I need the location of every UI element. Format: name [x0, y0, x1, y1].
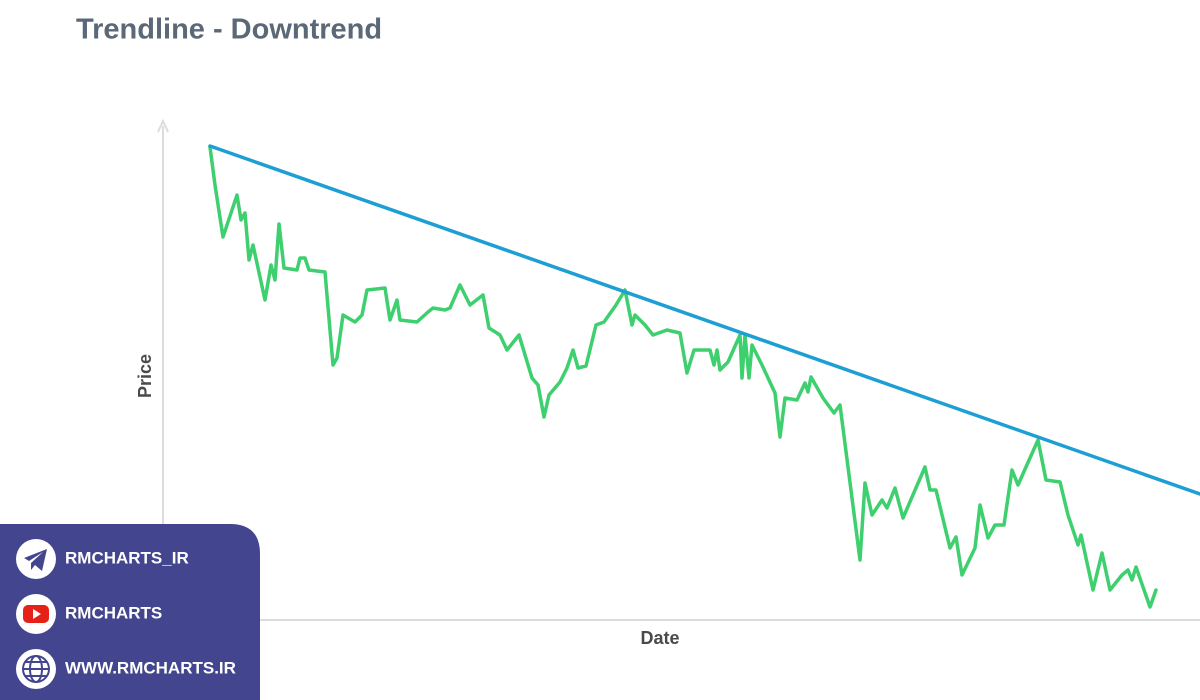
- chart-title: Trendline - Downtrend: [76, 14, 382, 46]
- y-axis-label: Price: [135, 354, 155, 398]
- youtube-play: [33, 609, 41, 619]
- globe-glyph: [22, 655, 50, 683]
- telegram-glyph: [24, 549, 47, 571]
- watermark-text: RMCHARTS_IR: [65, 548, 189, 567]
- watermark: RMCHARTS_IR RMCHARTS WWW.RMCHARTS.IR: [0, 524, 260, 700]
- line-series: [208, 144, 1200, 496]
- x-axis-label: Date: [640, 628, 679, 648]
- watermark-text: WWW.RMCHARTS.IR: [65, 658, 236, 677]
- watermark-text: RMCHARTS: [65, 603, 162, 622]
- line-series: [208, 145, 1158, 609]
- watermark-panel: [0, 524, 260, 700]
- plot-area: [208, 144, 1200, 609]
- y-axis-arrow: [157, 118, 169, 133]
